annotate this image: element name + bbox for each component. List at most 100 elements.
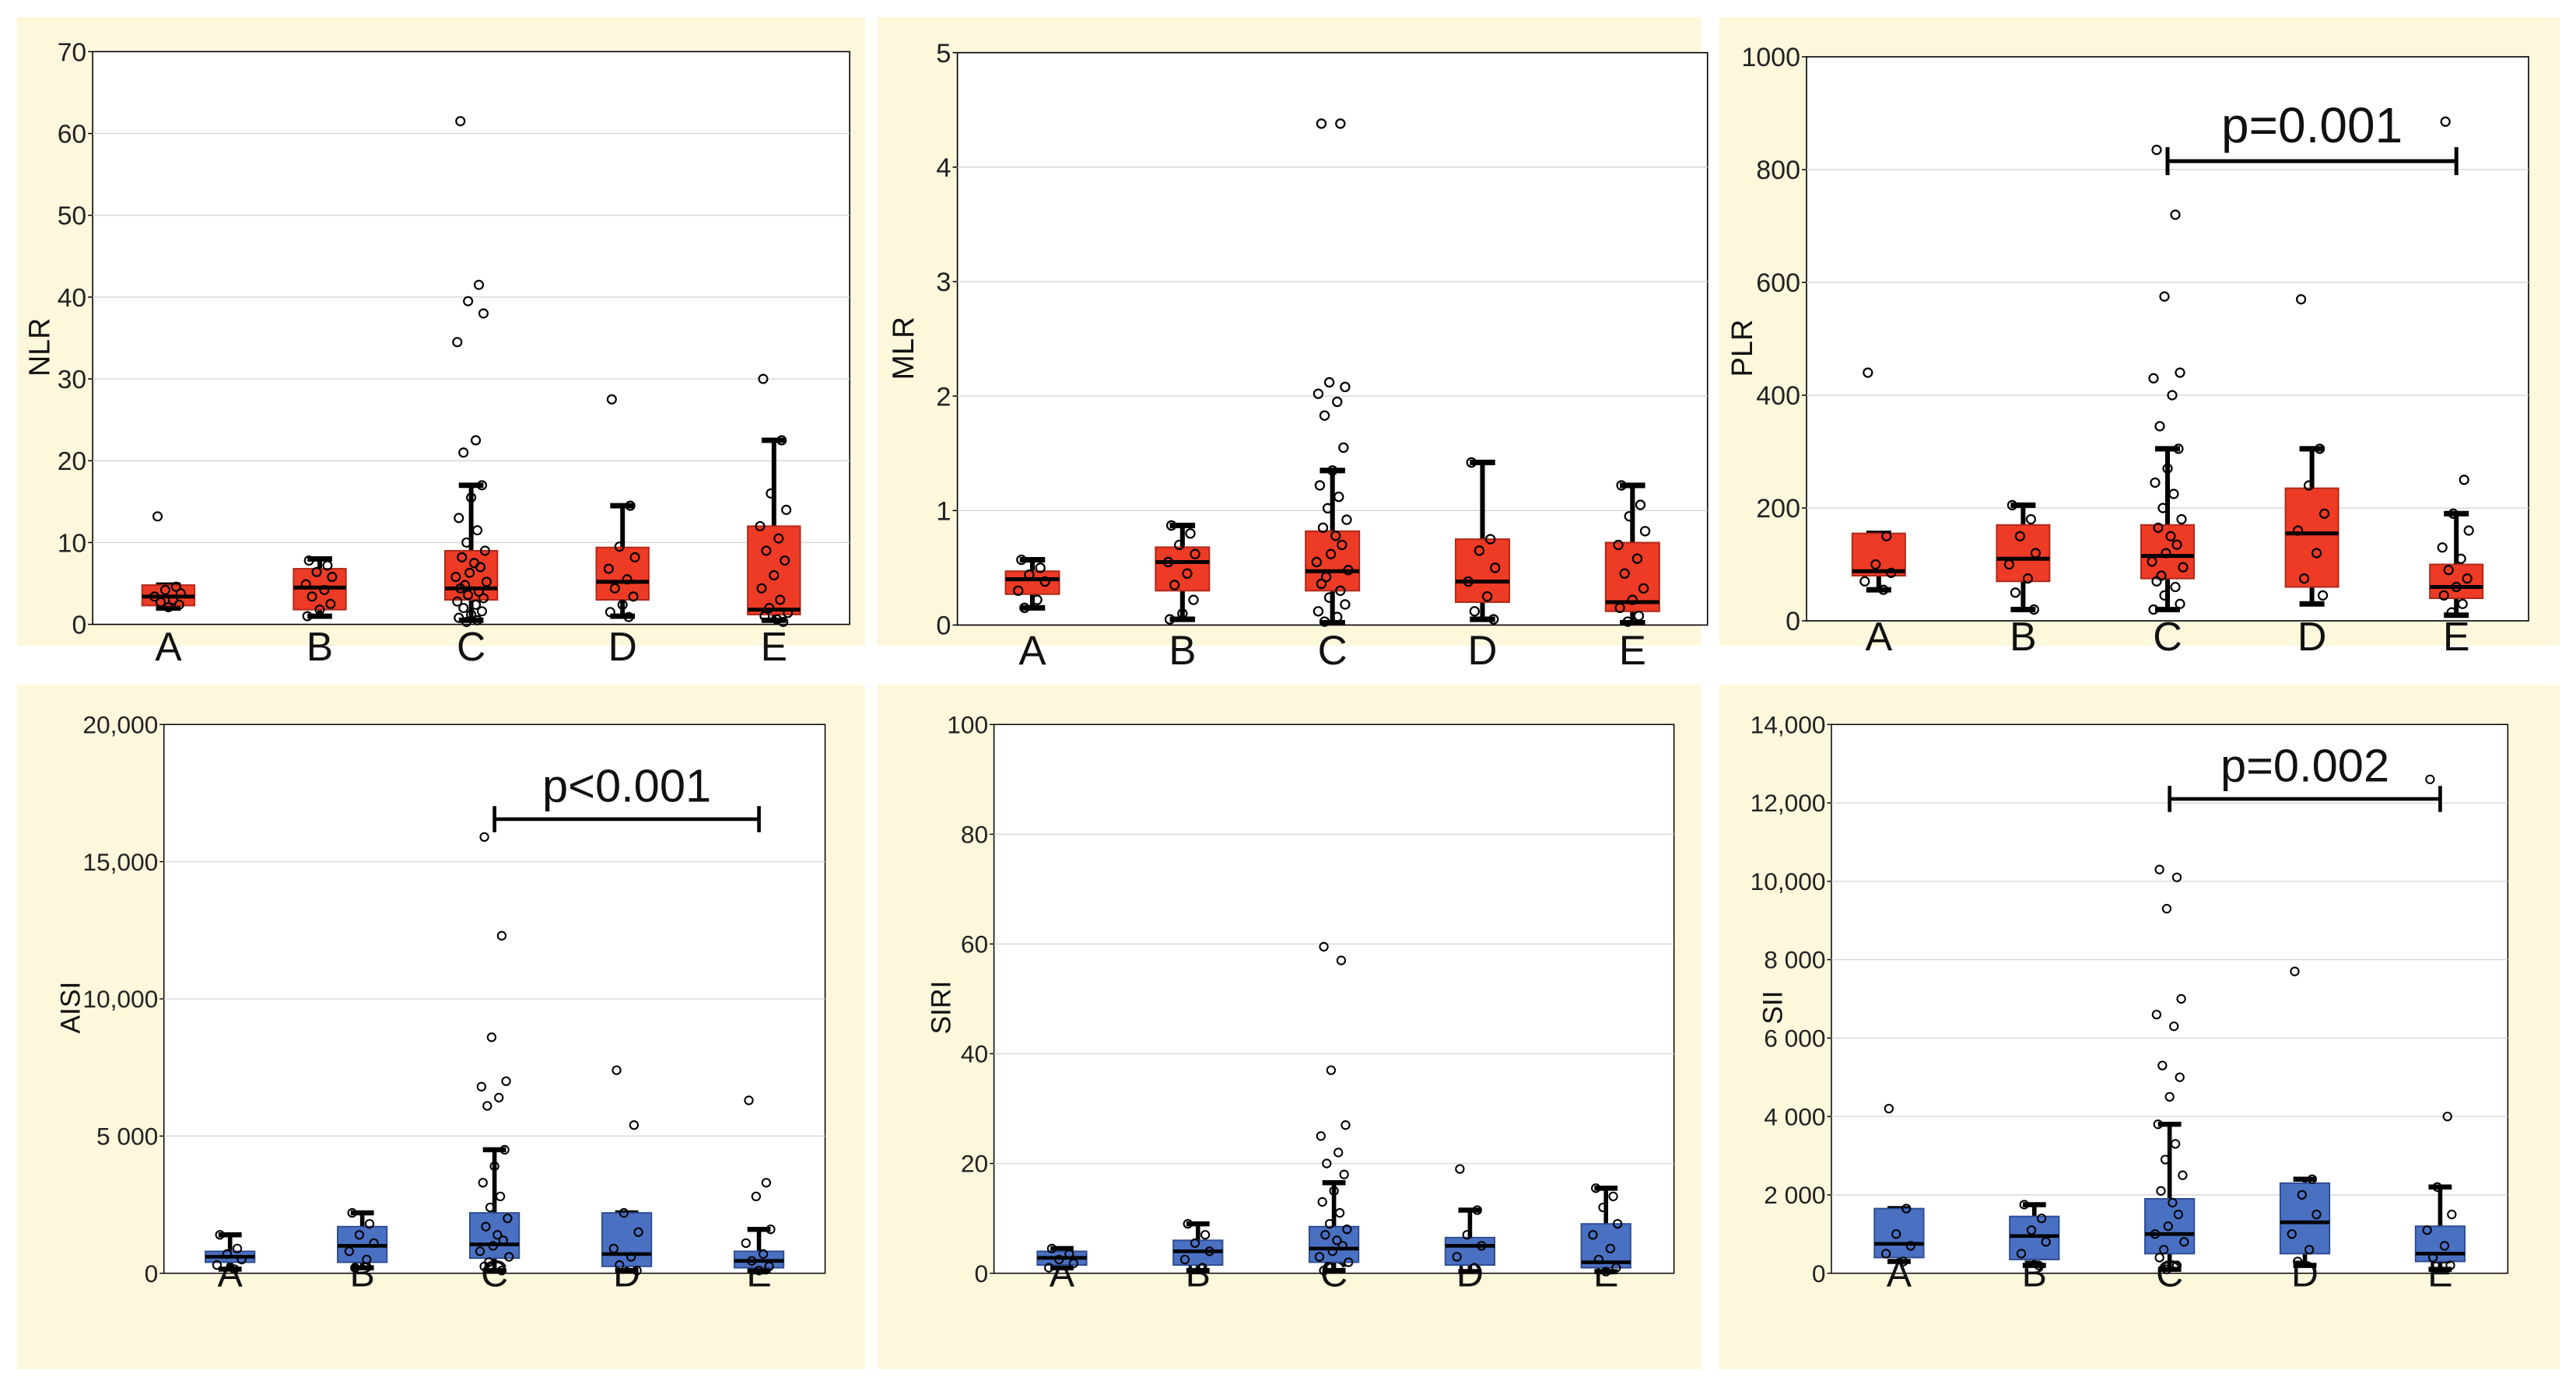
chart-svg: 0 1 2 3 4 5 MLR A B C D E [887,39,1709,674]
data-point [1336,955,1347,965]
panel-siri: 020406080100SIRIABCDE [878,685,1701,1369]
data-point [1339,1169,1349,1179]
box [1454,538,1510,604]
data-point [2440,116,2451,127]
data-point [476,606,488,617]
data-point [1886,567,1897,578]
data-point [466,609,477,620]
box-group [747,373,801,627]
data-point [2019,1200,2029,1210]
data-point [322,560,333,571]
data-point [1477,1241,1487,1251]
data-point [761,545,772,556]
box-group [2009,1200,2060,1270]
data-point [170,581,181,592]
data-point [2167,390,2178,401]
data-point [476,480,488,491]
category-label: B [2010,615,2037,660]
data-point [1340,599,1351,610]
data-point [761,1178,772,1188]
data-point [2303,480,2315,491]
data-point [2014,531,2025,541]
data-point [755,520,766,531]
data-point [452,337,463,348]
y-tick-label: 10,000 [82,985,158,1013]
data-point [230,1264,240,1274]
data-point [772,614,783,625]
data-point [159,584,170,595]
data-point [2034,1260,2044,1270]
data-point [2178,1170,2188,1180]
data-point [1330,530,1341,541]
box [2144,1197,2196,1255]
data-point [2160,1155,2171,1165]
data-point [471,435,482,446]
data-point [496,1265,507,1276]
data-point [1313,606,1324,617]
box [2429,563,2484,599]
data-point [1024,569,1035,580]
y-tick-label: 15,000 [82,848,158,876]
data-point [461,537,472,548]
data-point [215,1230,225,1240]
data-point [1342,1225,1352,1235]
data-point [1324,1219,1335,1229]
data-point [1044,1263,1054,1273]
data-point [2168,489,2179,499]
y-tick-label: 4 [936,153,951,183]
data-point [2148,604,2159,615]
data-point [775,594,786,605]
data-point [1343,565,1354,576]
box-group [2144,864,2196,1274]
data-point [2171,1260,2182,1270]
data-point [615,1260,625,1270]
y-tick-label: 40 [961,1040,988,1068]
data-point [2154,864,2164,874]
data-point [369,1238,379,1248]
data-point [2165,531,2176,541]
data-point [1188,594,1199,605]
data-point [1884,1103,1894,1114]
category-label: A [1018,628,1046,674]
data-point [1462,1230,1472,1240]
data-point [1601,1267,1611,1277]
data-point [2442,1111,2452,1122]
data-point [1870,559,1881,570]
category-label: A [1865,615,1892,660]
data-point [2016,1249,2027,1259]
data-point [1322,503,1334,514]
box-group [1155,520,1211,625]
data-point [504,1252,514,1262]
data-point [1341,1120,1351,1130]
data-point [622,574,633,585]
y-tick-label: 4 000 [1764,1102,1825,1130]
data-point [1605,1243,1615,1254]
y-axis-title: MLR [887,317,920,380]
data-point [2162,463,2173,474]
data-point [2297,1190,2307,1200]
data-point [1880,1249,1891,1259]
box-group [337,1207,388,1273]
data-point [2293,1256,2303,1267]
data-point [2298,573,2310,584]
data-point [625,500,636,511]
data-point [2463,525,2474,536]
data-point [608,1243,619,1254]
data-point [463,590,474,601]
data-point [1334,491,1344,503]
box [2279,1182,2331,1255]
data-point [2307,1174,2318,1184]
box [2284,487,2339,588]
data-point [2148,373,2159,384]
data-point [609,583,620,594]
data-point [458,602,469,614]
data-point [1317,522,1329,534]
data-point [2422,1225,2432,1235]
box-group [1604,480,1660,627]
data-point [741,1238,751,1248]
data-point [2003,559,2014,570]
data-point [1319,616,1330,627]
data-point [1204,1246,1214,1256]
data-point [1039,576,1050,587]
data-point [1320,1230,1330,1240]
